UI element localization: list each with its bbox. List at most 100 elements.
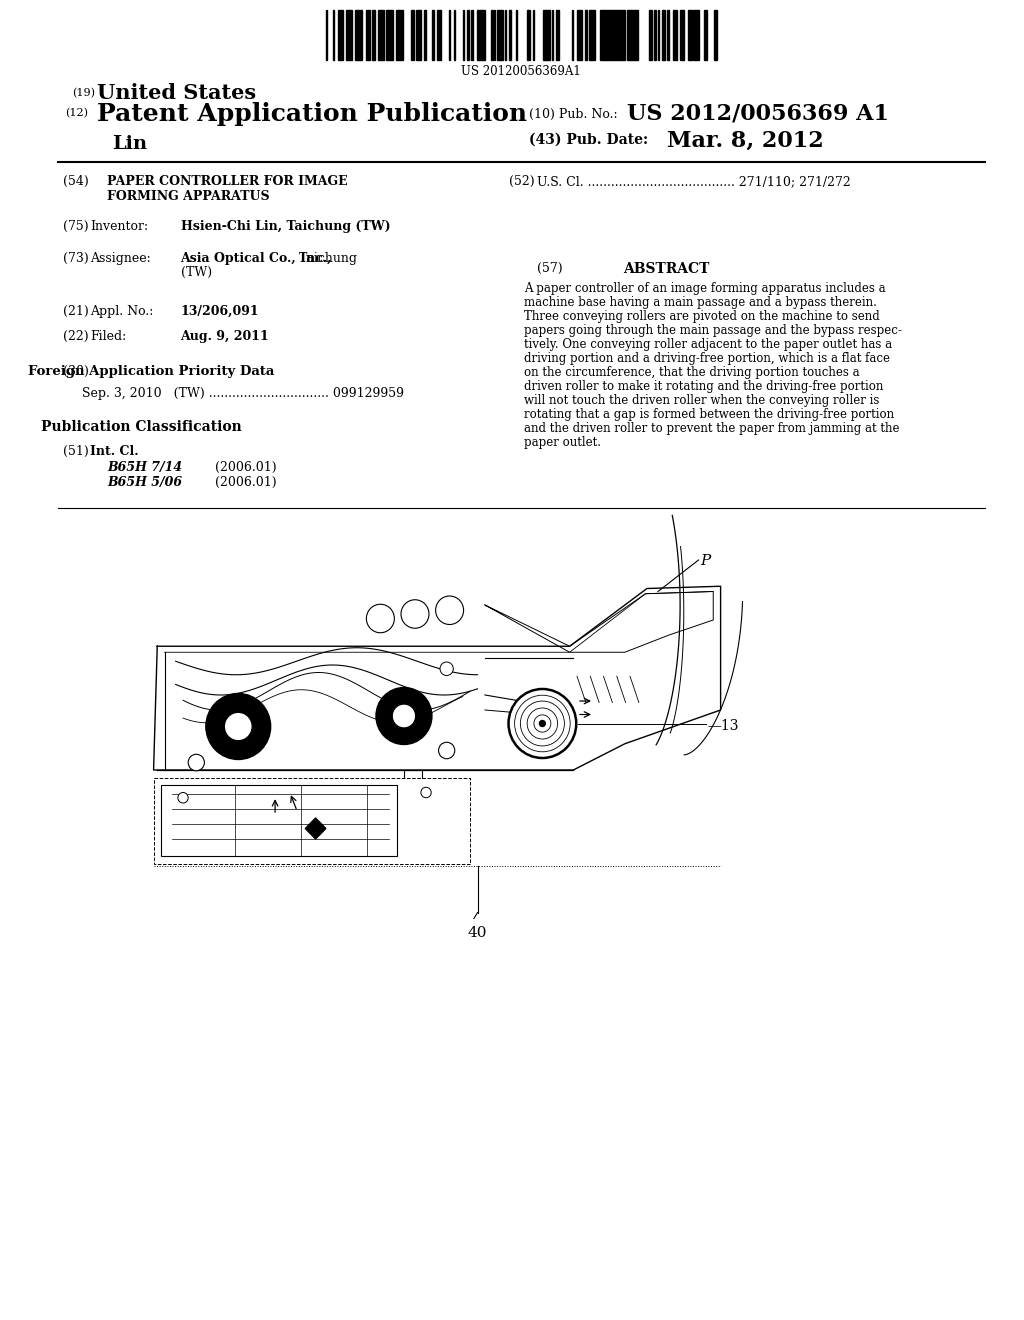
Bar — [397, 11, 400, 59]
Text: paper outlet.: paper outlet. — [524, 436, 601, 449]
Bar — [345, 11, 348, 59]
Text: PAPER CONTROLLER FOR IMAGE: PAPER CONTROLLER FOR IMAGE — [106, 176, 347, 187]
Text: P: P — [700, 554, 711, 568]
Text: FORMING APPARATUS: FORMING APPARATUS — [106, 190, 269, 203]
Text: (2006.01): (2006.01) — [215, 461, 276, 474]
Bar — [391, 11, 392, 59]
Circle shape — [224, 713, 252, 741]
Bar — [674, 11, 677, 59]
Bar — [501, 11, 503, 59]
Bar — [611, 11, 613, 59]
Text: and the driven roller to prevent the paper from jamming at the: and the driven roller to prevent the pap… — [524, 422, 900, 436]
Bar — [424, 11, 426, 59]
Bar — [606, 11, 609, 59]
Circle shape — [392, 704, 416, 729]
Bar — [412, 11, 415, 59]
Text: U.S. Cl. ...................................... 271/110; 271/272: U.S. Cl. ...............................… — [537, 176, 851, 187]
Text: US 20120056369A1: US 20120056369A1 — [462, 65, 582, 78]
Text: (22): (22) — [62, 330, 88, 343]
Polygon shape — [305, 818, 326, 840]
Text: Foreign Application Priority Data: Foreign Application Priority Data — [28, 366, 274, 378]
Text: 40: 40 — [468, 927, 487, 940]
Bar — [600, 11, 603, 59]
Text: Lin: Lin — [112, 135, 147, 153]
Text: rotating that a gap is formed between the driving-free portion: rotating that a gap is formed between th… — [524, 408, 894, 421]
Bar — [454, 11, 456, 59]
Text: B65H 5/06: B65H 5/06 — [106, 477, 182, 488]
Text: (52): (52) — [510, 176, 536, 187]
Bar — [340, 11, 343, 59]
Text: (12): (12) — [65, 108, 88, 119]
Circle shape — [206, 693, 270, 759]
Bar — [543, 11, 545, 59]
Bar — [437, 11, 439, 59]
Bar — [368, 11, 370, 59]
Text: Int. Cl.: Int. Cl. — [90, 445, 139, 458]
Text: (75): (75) — [62, 220, 88, 234]
Circle shape — [188, 754, 205, 771]
Text: (51): (51) — [62, 445, 88, 458]
Bar — [479, 11, 482, 59]
Bar — [649, 11, 652, 59]
Text: Filed:: Filed: — [90, 330, 127, 343]
Text: papers going through the main passage and the bypass respec-: papers going through the main passage an… — [524, 323, 902, 337]
Text: Assignee:: Assignee: — [90, 252, 151, 265]
Bar — [395, 11, 397, 59]
Bar — [355, 11, 357, 59]
Bar — [635, 11, 638, 59]
Bar — [680, 11, 682, 59]
Bar — [416, 11, 419, 59]
Bar — [589, 11, 592, 59]
Circle shape — [376, 688, 432, 744]
Bar — [381, 11, 384, 59]
Text: (54): (54) — [62, 176, 88, 187]
Bar — [389, 11, 391, 59]
Bar — [621, 11, 624, 59]
Text: Sep. 3, 2010   (TW) ............................... 099129959: Sep. 3, 2010 (TW) ......................… — [82, 387, 404, 400]
Bar — [556, 11, 559, 59]
Bar — [338, 11, 340, 59]
Bar — [477, 11, 479, 59]
Text: 13/206,091: 13/206,091 — [180, 305, 259, 318]
Bar — [154, 777, 470, 863]
Text: ABSTRACT: ABSTRACT — [624, 261, 710, 276]
Bar — [714, 11, 717, 59]
Bar — [578, 11, 581, 59]
Text: B65H 7/14: B65H 7/14 — [106, 461, 182, 474]
Text: on the circumference, that the driving portion touches a: on the circumference, that the driving p… — [524, 366, 860, 379]
Bar — [629, 11, 631, 59]
Bar — [378, 11, 381, 59]
Text: will not touch the driven roller when the conveying roller is: will not touch the driven roller when th… — [524, 393, 880, 407]
Text: driving portion and a driving-free portion, which is a flat face: driving portion and a driving-free porti… — [524, 352, 890, 366]
Bar — [419, 11, 421, 59]
Bar — [609, 11, 611, 59]
Bar — [400, 11, 403, 59]
Text: Three conveying rollers are pivoted on the machine to send: Three conveying rollers are pivoted on t… — [524, 310, 880, 323]
Text: machine base having a main passage and a bypass therein.: machine base having a main passage and a… — [524, 296, 878, 309]
Bar — [604, 11, 606, 59]
Text: Publication Classification: Publication Classification — [41, 420, 242, 434]
Text: (21): (21) — [62, 305, 88, 318]
Text: (19): (19) — [73, 88, 95, 98]
Text: tively. One conveying roller adjacent to the paper outlet has a: tively. One conveying roller adjacent to… — [524, 338, 892, 351]
Bar — [617, 11, 621, 59]
Bar — [688, 11, 690, 59]
Circle shape — [421, 787, 431, 797]
Bar — [432, 11, 434, 59]
Bar — [161, 785, 396, 857]
Bar — [471, 11, 473, 59]
Bar — [696, 11, 699, 59]
Text: driven roller to make it rotating and the driving-free portion: driven roller to make it rotating and th… — [524, 380, 884, 393]
Text: Aug. 9, 2011: Aug. 9, 2011 — [180, 330, 269, 343]
Bar — [667, 11, 669, 59]
Bar — [360, 11, 362, 59]
Bar — [631, 11, 634, 59]
Bar — [527, 11, 530, 59]
Text: (10) Pub. No.:: (10) Pub. No.: — [529, 108, 617, 121]
Bar — [490, 11, 493, 59]
Text: Taichung: Taichung — [296, 252, 357, 265]
Bar — [497, 11, 500, 59]
Text: (43) Pub. Date:: (43) Pub. Date: — [529, 133, 648, 147]
Circle shape — [178, 792, 188, 803]
Text: (2006.01): (2006.01) — [215, 477, 276, 488]
